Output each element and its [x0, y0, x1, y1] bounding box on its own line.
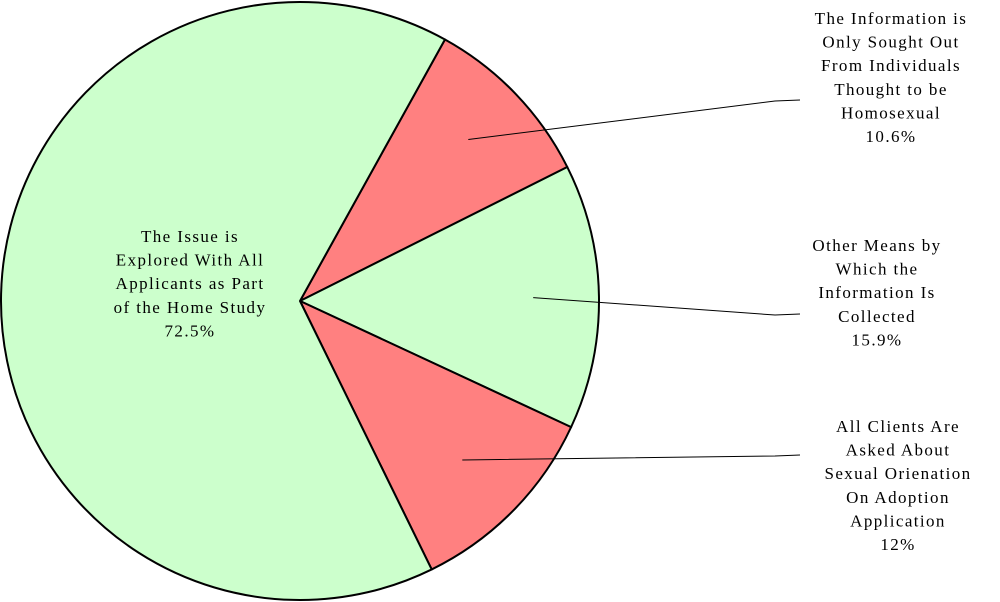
slice-label-line: Which the — [836, 260, 919, 279]
slice-label-line: Other Means by — [812, 236, 941, 255]
slice-label-line: Sexual Orienation — [824, 464, 971, 483]
slice-value-label: 10.6% — [866, 127, 917, 146]
leader-line-3 — [462, 454, 801, 461]
pie-slice-3 — [299, 300, 573, 571]
slice-value-label: 72.5% — [165, 321, 216, 340]
leader-lines — [462, 99, 801, 461]
slice-label-line: Information Is — [818, 283, 935, 302]
slice-label-2: Other Means by Which the Information Is Col… — [812, 236, 941, 349]
slice-label-line: Asked About — [846, 441, 951, 460]
pie-slice-1 — [299, 38, 569, 302]
leader-line-2 — [533, 297, 801, 316]
pie-slices — [0, 1, 600, 601]
slice-labels: The Information is Only Sought Out From In… — [114, 9, 971, 554]
slice-label-line: On Adoption — [846, 488, 950, 507]
pie-slice-4 — [0, 1, 446, 601]
slice-label-4: The Issue is Explored With All Applicants … — [114, 227, 267, 340]
slice-label-line: of the Home Study — [114, 298, 267, 317]
slice-label-line: The Information is — [815, 9, 968, 28]
slice-label-line: Collected — [838, 307, 916, 326]
slice-label-line: Thought to be — [834, 80, 948, 99]
slice-label-line: All Clients Are — [836, 417, 960, 436]
pie-slice-2 — [299, 166, 600, 429]
slice-label-1: The Information is Only Sought Out From In… — [815, 9, 968, 146]
slice-label-line: Homosexual — [841, 103, 941, 122]
slice-label-line: From Individuals — [821, 56, 961, 75]
slice-value-label: 12% — [880, 535, 915, 554]
slice-label-line: Only Sought Out — [822, 33, 959, 52]
slice-label-line: The Issue is — [141, 227, 239, 246]
slice-label-line: Application — [850, 511, 946, 530]
leader-line-1 — [468, 99, 801, 140]
slice-label-line: Explored With All — [116, 251, 264, 270]
slice-label-line: Applicants as Part — [116, 274, 265, 293]
slice-value-label: 15.9% — [852, 330, 903, 349]
slice-label-3: All Clients Are Asked About Sexual Orienat… — [824, 417, 971, 554]
